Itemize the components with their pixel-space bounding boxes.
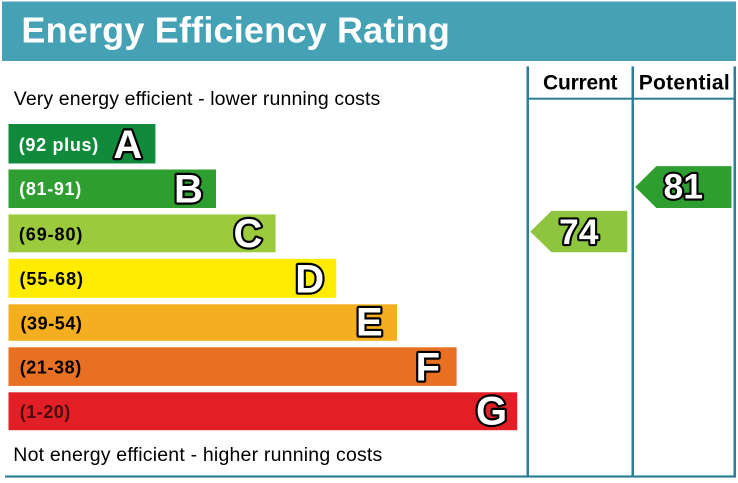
svg-text:F: F — [416, 345, 440, 389]
svg-text:(81-91): (81-91) — [19, 179, 81, 199]
svg-text:(1-20): (1-20) — [20, 402, 70, 422]
svg-text:G: G — [476, 390, 507, 434]
svg-text:74: 74 — [559, 212, 599, 252]
svg-text:Current: Current — [543, 71, 618, 94]
svg-text:Potential: Potential — [639, 71, 730, 94]
svg-text:E: E — [356, 300, 383, 344]
svg-text:Very energy efficient - lower: Very energy efficient - lower running co… — [14, 88, 381, 110]
svg-text:(21-38): (21-38) — [20, 357, 81, 377]
svg-text:D: D — [295, 257, 324, 301]
svg-text:A: A — [113, 123, 142, 167]
svg-text:(55-68): (55-68) — [20, 269, 84, 289]
svg-text:(39-54): (39-54) — [21, 314, 82, 334]
svg-text:B: B — [174, 168, 203, 212]
svg-text:C: C — [233, 212, 262, 256]
svg-text:Energy Efficiency Rating: Energy Efficiency Rating — [21, 9, 450, 50]
svg-text:(92 plus): (92 plus) — [19, 135, 99, 155]
svg-text:(69-80): (69-80) — [19, 224, 83, 244]
svg-text:81: 81 — [664, 167, 704, 207]
svg-text:Not energy efficient - higher: Not energy efficient - higher running co… — [13, 444, 382, 466]
